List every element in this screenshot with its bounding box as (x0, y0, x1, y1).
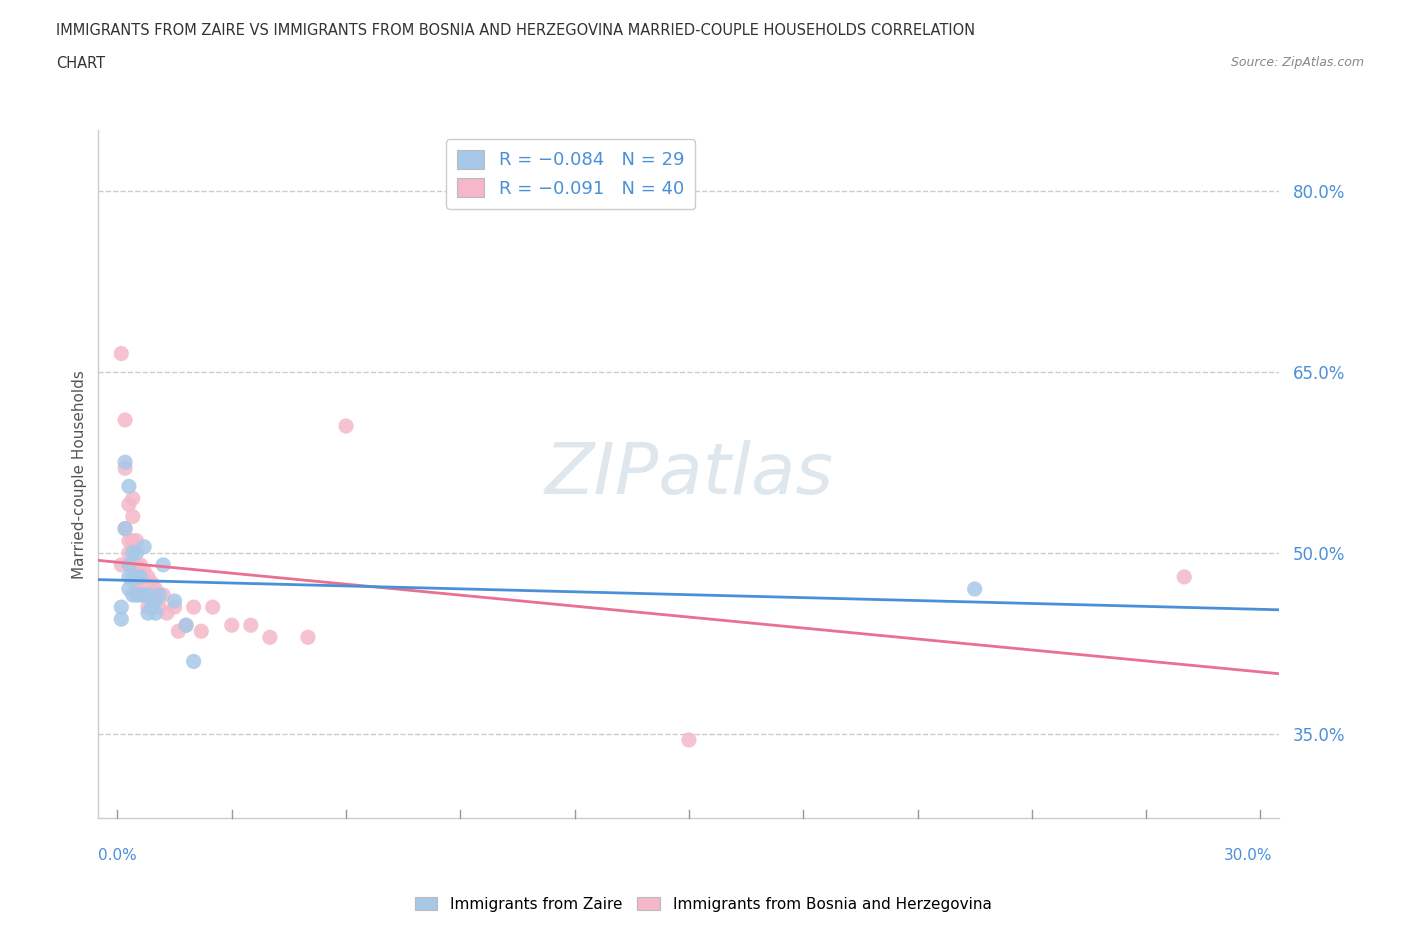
Point (259, 630, 281, 644)
Text: Source: ZipAtlas.com: Source: ZipAtlas.com (1230, 56, 1364, 69)
Point (239, 618, 262, 632)
Text: CHART: CHART (56, 56, 105, 71)
Point (183, 654, 205, 669)
Point (163, 593, 186, 608)
Point (114, 461, 136, 476)
Point (125, 533, 148, 548)
Point (141, 576, 163, 591)
Point (118, 497, 141, 512)
Point (114, 521, 136, 536)
Point (141, 600, 163, 615)
Point (121, 533, 143, 548)
Point (114, 521, 136, 536)
Point (110, 346, 132, 361)
Point (136, 569, 159, 584)
Point (148, 588, 170, 603)
Point (121, 588, 143, 603)
Point (136, 588, 159, 603)
Point (335, 418, 357, 433)
Point (1173, 569, 1195, 584)
Point (174, 618, 197, 632)
Point (145, 593, 167, 608)
Point (129, 588, 152, 603)
Point (129, 581, 152, 596)
Point (121, 569, 143, 584)
Point (118, 569, 141, 584)
Point (145, 605, 167, 620)
Point (118, 479, 141, 494)
Point (136, 600, 159, 615)
Point (156, 605, 179, 620)
Point (190, 624, 212, 639)
Text: ZIPatlas: ZIPatlas (544, 440, 834, 509)
Point (134, 588, 156, 603)
Point (125, 557, 148, 572)
Point (134, 564, 156, 578)
Legend: Immigrants from Zaire, Immigrants from Bosnia and Herzegovina: Immigrants from Zaire, Immigrants from B… (408, 890, 998, 918)
Point (183, 600, 205, 615)
Point (121, 545, 143, 560)
Point (152, 557, 174, 572)
Point (152, 588, 174, 603)
Point (118, 533, 141, 548)
Text: 0.0%: 0.0% (98, 848, 138, 863)
Point (141, 600, 163, 615)
Point (121, 557, 143, 572)
Text: IMMIGRANTS FROM ZAIRE VS IMMIGRANTS FROM BOSNIA AND HERZEGOVINA MARRIED-COUPLE H: IMMIGRANTS FROM ZAIRE VS IMMIGRANTS FROM… (56, 23, 976, 38)
Point (125, 569, 148, 584)
Point (125, 545, 148, 560)
Point (118, 545, 141, 560)
Text: 30.0%: 30.0% (1225, 848, 1272, 863)
Point (125, 581, 148, 596)
Point (136, 605, 159, 620)
Point (134, 539, 156, 554)
Legend: R = −0.084   N = 29, R = −0.091   N = 40: R = −0.084 N = 29, R = −0.091 N = 40 (447, 140, 695, 208)
Point (110, 612, 132, 627)
Point (114, 455, 136, 470)
Point (678, 733, 700, 748)
Point (110, 557, 132, 572)
Point (129, 569, 152, 584)
Point (201, 600, 224, 615)
Point (148, 600, 170, 615)
Point (297, 630, 319, 644)
Point (121, 491, 143, 506)
Y-axis label: Married-couple Households: Married-couple Households (72, 370, 87, 578)
Point (134, 588, 156, 603)
Point (129, 557, 152, 572)
Point (174, 618, 197, 632)
Point (118, 581, 141, 596)
Point (167, 624, 190, 639)
Point (110, 600, 132, 615)
Point (118, 557, 141, 572)
Point (963, 581, 986, 596)
Point (114, 413, 136, 428)
Point (163, 600, 186, 615)
Point (221, 618, 243, 632)
Point (145, 581, 167, 596)
Point (121, 509, 143, 524)
Point (125, 588, 148, 603)
